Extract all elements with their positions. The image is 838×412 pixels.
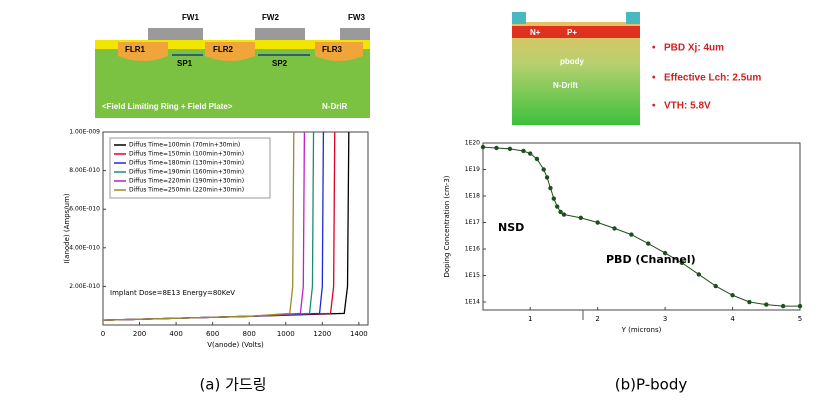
data-point <box>629 232 634 237</box>
x-tick-label: 1 <box>528 315 532 323</box>
data-point <box>797 303 803 309</box>
legend-label: Diffus Time=250min (220min+30min) <box>129 187 244 194</box>
annotation: Implant Dose=8E13 Energy=80KeV <box>110 289 235 297</box>
y-tick-label: 1.00E-009 <box>69 129 100 136</box>
data-point <box>730 293 735 298</box>
bullet-text: Effective Lch: 2.5um <box>664 73 761 84</box>
x-tick-label: 600 <box>206 330 219 338</box>
y-axis-label: I(anode) (Amps/um) <box>63 193 71 264</box>
legend-box <box>109 137 271 199</box>
data-point <box>528 151 533 156</box>
series-line <box>102 131 295 321</box>
p-body-diagram: N+ P+ pbody N-Drift • • • PBD Xj: 4um Ef… <box>512 12 761 125</box>
y-tick-label: 1E18 <box>465 193 480 200</box>
annotation: PBD (Channel) <box>606 253 696 266</box>
ring-label: FLR2 <box>213 45 234 54</box>
data-point <box>646 241 651 246</box>
data-point <box>558 209 563 215</box>
annotation: NSD <box>498 221 524 234</box>
data-point <box>534 156 540 162</box>
y-axis-label: Doping Concentration (cm-3) <box>443 175 451 277</box>
plate-label: FW2 <box>262 13 279 22</box>
ring-label: FLR3 <box>322 45 343 54</box>
plot-area <box>482 142 801 311</box>
data-point <box>548 185 553 191</box>
y-tick-label: 8.00E-010 <box>69 167 100 174</box>
y-tick-label: 1E20 <box>465 140 480 147</box>
data-point <box>551 196 557 201</box>
x-tick-label: 2 <box>595 315 599 323</box>
data-point <box>507 146 513 152</box>
data-point <box>612 226 617 231</box>
ring-label: FLR1 <box>125 45 146 54</box>
plate-label: FW3 <box>348 13 365 22</box>
data-point <box>780 303 786 309</box>
y-tick-label: 1E15 <box>465 272 480 279</box>
y-tick-label: 2.00E-010 <box>69 283 100 290</box>
region-label: pbody <box>560 57 585 66</box>
x-axis-label: Y (microns) <box>621 326 662 334</box>
data-point <box>696 272 702 277</box>
legend-label: Diffus Time=190min (160min+30min) <box>129 169 244 176</box>
caption: (b)P-body <box>615 376 688 394</box>
bullet-marker: • <box>652 101 656 112</box>
plate-label: FW1 <box>182 13 199 22</box>
data-point <box>554 204 560 209</box>
bullet-text: VTH: 5.8V <box>664 101 711 112</box>
region-label: N+ <box>530 28 541 37</box>
bullet-marker: • <box>652 43 656 54</box>
x-tick-label: 4 <box>730 315 735 323</box>
data-point <box>747 299 752 305</box>
region-label: N-Drift <box>553 81 578 90</box>
guard-ring-diagram: FW1 FW2 FW3 FLR1 FLR2 FLR3 SP1 SP2 <Fiel… <box>95 13 370 118</box>
data-point <box>494 145 499 151</box>
data-point <box>764 302 769 307</box>
x-axis-label: V(anode) (Volts) <box>207 341 264 349</box>
y-tick-label: 1E17 <box>465 219 480 226</box>
data-point <box>578 215 583 221</box>
data-point <box>480 144 486 150</box>
data-point <box>544 175 550 180</box>
y-tick-label: 1E19 <box>465 166 480 173</box>
data-point <box>595 220 600 225</box>
spacing-label: SP1 <box>177 59 193 68</box>
x-tick-label: 5 <box>798 315 802 323</box>
legend-label: Diffus Time=150min (100min+30min) <box>129 151 244 158</box>
y-tick-label: 1E16 <box>465 246 480 253</box>
x-tick-label: 3 <box>663 315 667 323</box>
caption: (a) 가드링 <box>199 376 266 394</box>
data-point <box>713 283 718 289</box>
legend-label: Diffus Time=100min (70min+30min) <box>129 142 240 149</box>
data-point <box>541 167 546 172</box>
x-tick-label: 1000 <box>277 330 295 338</box>
x-tick-label: 1400 <box>350 330 368 338</box>
legend-label: Diffus Time=220min (190min+30min) <box>129 178 244 185</box>
data-point <box>561 212 567 217</box>
x-tick-label: 400 <box>169 330 182 338</box>
legend-label: Diffus Time=180min (130min+30min) <box>129 160 244 167</box>
data-point <box>521 148 526 154</box>
x-tick-label: 1200 <box>313 330 331 338</box>
diagram-caption: <Field Limiting Ring + Field Plate> <box>102 102 233 111</box>
region-label: P+ <box>567 28 577 37</box>
y-tick-label: 1E14 <box>465 299 480 306</box>
spacing-label: SP2 <box>272 59 288 68</box>
x-tick-label: 800 <box>243 330 256 338</box>
x-tick-label: 200 <box>133 330 146 338</box>
y-tick-label: 4.00E-010 <box>69 244 100 251</box>
data-point <box>662 250 668 256</box>
x-tick-label: 0 <box>101 330 105 338</box>
data-point <box>679 260 685 266</box>
y-tick-label: 6.00E-010 <box>69 206 100 213</box>
bullet-text: PBD Xj: 4um <box>664 43 724 54</box>
bullet-marker: • <box>652 73 656 84</box>
region-label: N-DriR <box>322 102 348 111</box>
